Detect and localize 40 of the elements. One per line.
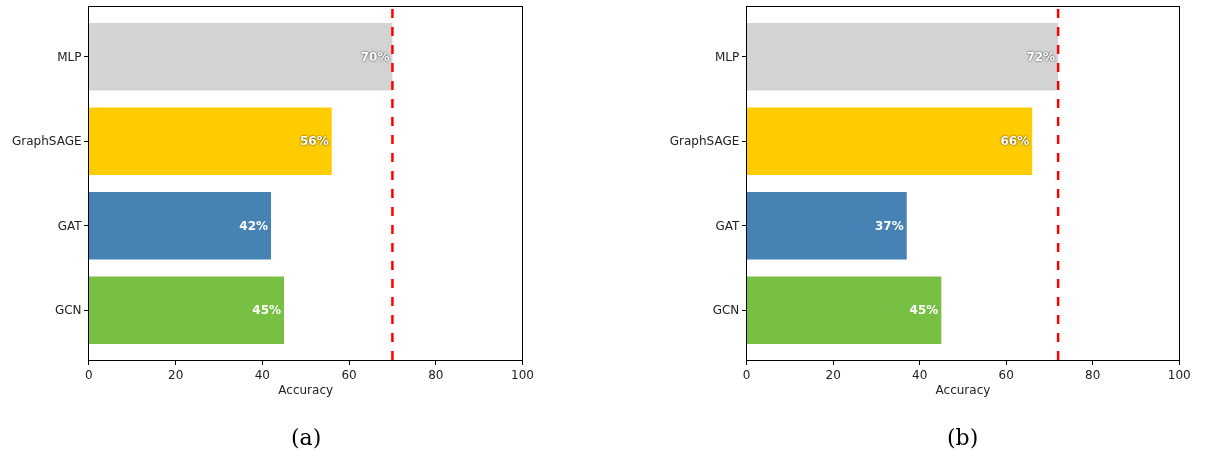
y-tick-label: GAT [715,218,740,233]
x-axis-title: Accuracy [278,383,334,398]
text: (b) [947,425,979,450]
data-label: 42% [239,218,269,233]
y-tick-label: GCN [54,303,82,318]
data-label: 45% [252,303,282,318]
data-label: 72% [1026,49,1056,64]
data-label: 70% [360,49,390,64]
x-tick-label: 60 [998,368,1014,383]
data-label: 45% [909,303,939,318]
bar [88,23,393,91]
bar [746,276,942,344]
x-tick-label: 100 [1167,368,1191,383]
text: (a) [291,425,322,450]
y-tick-label: GCN [712,303,740,318]
bar [746,107,1033,176]
bar [746,23,1059,91]
data-label: 37% [875,218,904,233]
x-tick-label: 100 [511,368,534,383]
x-tick-label: 40 [912,368,928,383]
x-tick-label: 0 [85,368,93,383]
y-tick-label: GraphSAGE [12,134,82,149]
bar [746,191,907,260]
bar [88,107,332,176]
bar [88,191,272,260]
data-label: 66% [1000,134,1030,149]
x-tick-label: 40 [254,368,270,383]
y-tick-label: MLP [715,50,740,65]
x-tick-label: 80 [428,368,444,383]
bar [88,276,285,344]
x-axis-title: Accuracy [935,383,991,398]
x-tick-label: 0 [742,368,751,383]
x-tick-label: 60 [341,368,357,383]
x-tick-label: 80 [1085,368,1101,383]
y-tick-label: MLP [57,50,82,65]
x-tick-label: 20 [825,368,841,383]
x-tick-label: 20 [168,368,184,383]
y-tick-label: GAT [57,218,83,233]
y-tick-label: GraphSAGE [669,134,740,149]
data-label: 56% [299,134,329,149]
